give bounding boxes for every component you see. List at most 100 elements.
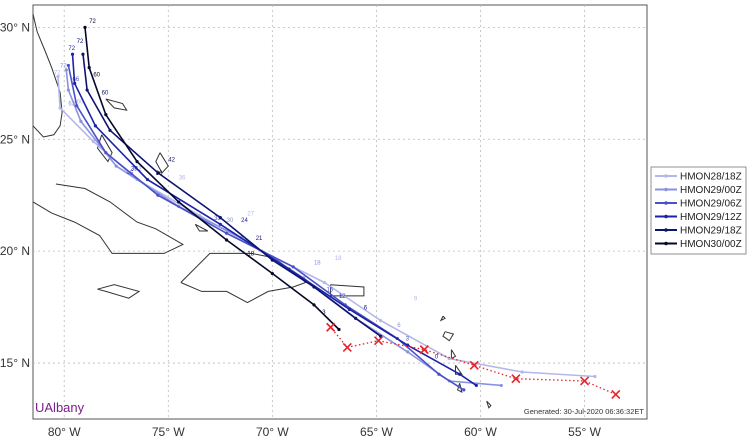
forecast-hour-label: 18 (335, 256, 342, 262)
forecast-track-point (270, 271, 274, 276)
forecast-track-point (462, 388, 466, 392)
legend-swatch-point (664, 214, 668, 219)
legend-swatch-point (664, 241, 668, 246)
forecast-track-point (87, 66, 91, 70)
forecast-hour-label: 39 (131, 167, 138, 173)
forecast-track-point (81, 52, 85, 56)
legend-swatch-point (664, 228, 668, 232)
forecast-track-point (406, 350, 410, 354)
forecast-track-point (91, 139, 95, 144)
forecast-hour-label: 72 (54, 70, 61, 76)
forecast-hour-label: 15 (326, 287, 333, 293)
forecast-track-point (66, 88, 70, 92)
forecast-track-point (218, 215, 222, 220)
forecast-hour-label: 3 (322, 310, 326, 316)
forecast-hour-label: 66 (73, 77, 80, 83)
forecast-track-point (70, 52, 75, 56)
observed-position-marker (326, 322, 336, 332)
legend-entry-label: HMON30/00Z (680, 239, 742, 250)
coastline (450, 349, 457, 360)
observed-track-line (330, 326, 617, 395)
forecast-hour-label: 72 (77, 39, 84, 45)
observed-position-marker (373, 336, 384, 346)
legend-entry-label: HMON29/00Z (680, 185, 742, 196)
legend-entry-label: HMON29/06Z (680, 199, 742, 210)
legend: HMON28/18Z HMON29/00Z HMON29/06Z HMON29/12Z… (650, 166, 747, 255)
forecast-track-point (114, 164, 118, 168)
forecast-hour-label: 18 (247, 252, 254, 258)
observed-position-marker (611, 389, 621, 399)
forecast-track-line (71, 54, 477, 387)
forecast-track-point (218, 222, 222, 226)
legend-swatch-point (664, 174, 668, 178)
forecast-track-point (156, 171, 160, 175)
observed-position-marker (579, 376, 590, 386)
observed-position-marker (419, 345, 429, 355)
forecast-track-point (499, 383, 503, 388)
forecast-track: 3 18 36 60 72 (83, 19, 341, 332)
forecast-track-point (312, 303, 316, 307)
forecast-tracks: 9182736607261830426372315334566012243972… (54, 19, 597, 392)
forecast-track-point (378, 318, 383, 323)
forecast-hour-label: 45 (127, 171, 134, 177)
forecast-hour-label: 6 (397, 323, 401, 329)
legend-entry-label: HMON29/12Z (680, 212, 742, 223)
forecast-track-point (66, 63, 70, 68)
grid-lines (33, 5, 647, 419)
coastline (442, 331, 455, 342)
lat-tick-label: 30° N (0, 20, 30, 34)
legend-swatch-point (664, 201, 668, 205)
coastlines (32, 13, 492, 409)
forecast-hour-label: 60 (93, 73, 100, 79)
forecast-track: 6 21 42 60 72 (77, 39, 383, 338)
forecast-track-point (73, 81, 77, 85)
axes: 80° W 75° W 70° W 65° W 60° W 55° W 30° N 25° N… (0, 20, 602, 439)
forecast-hour-label: 27 (247, 211, 254, 217)
map-plot-area: 9182736607261830426372315334566012243972… (32, 4, 648, 420)
legend-swatch-point (664, 187, 668, 192)
lon-tick-label: 70° W (256, 425, 289, 439)
coastline (486, 400, 492, 409)
forecast-hour-label: 60 (102, 91, 109, 97)
forecast-track-point (177, 200, 181, 204)
forecast-track-point (93, 124, 98, 128)
forecast-track-point (354, 316, 358, 320)
forecast-hour-label: 36 (156, 171, 163, 177)
lat-tick-label: 15° N (0, 356, 30, 370)
forecast-track-point (474, 383, 478, 388)
observed-track (326, 322, 621, 399)
forecast-hour-label: 72 (68, 46, 75, 52)
observed-position-marker (342, 342, 352, 352)
lon-tick-label: 65° W (360, 425, 393, 439)
forecast-track-point (108, 128, 112, 132)
forecast-hour-label: 0 (435, 355, 439, 361)
forecast-track-point (224, 238, 229, 242)
forecast-hour-label: 9 (414, 296, 418, 302)
forecast-track-point (75, 104, 79, 108)
forecast-track-point (347, 307, 351, 311)
map-frame (32, 4, 648, 420)
forecast-hour-label: 12 (339, 294, 346, 300)
forecast-track-point (520, 370, 524, 374)
observed-position-marker (511, 374, 521, 384)
coastline (194, 223, 209, 232)
forecast-hour-label: 18 (314, 261, 321, 267)
forecast-track-point (64, 68, 68, 72)
forecast-track-point (104, 113, 108, 117)
brand-label: UAlbany (35, 400, 85, 415)
forecast-track-point (593, 374, 597, 379)
forecast-track-point (270, 258, 274, 262)
forecast-track-point (85, 88, 89, 92)
legend-entry-label: HMON28/18Z (680, 172, 742, 183)
forecast-track-point (156, 193, 160, 197)
lat-tick-label: 25° N (0, 132, 30, 146)
generated-timestamp: Generated: 30-Jul-2020 06:36:32ET (524, 407, 644, 416)
forecast-track-point (58, 106, 62, 110)
forecast-hour-label: 72 (60, 64, 67, 70)
forecast-track-point (224, 231, 229, 235)
forecast-hour-label: 3 (406, 337, 410, 343)
lon-tick-label: 75° W (152, 425, 185, 439)
forecast-hour-label: 36 (179, 176, 186, 182)
forecast-track-point (322, 280, 326, 285)
